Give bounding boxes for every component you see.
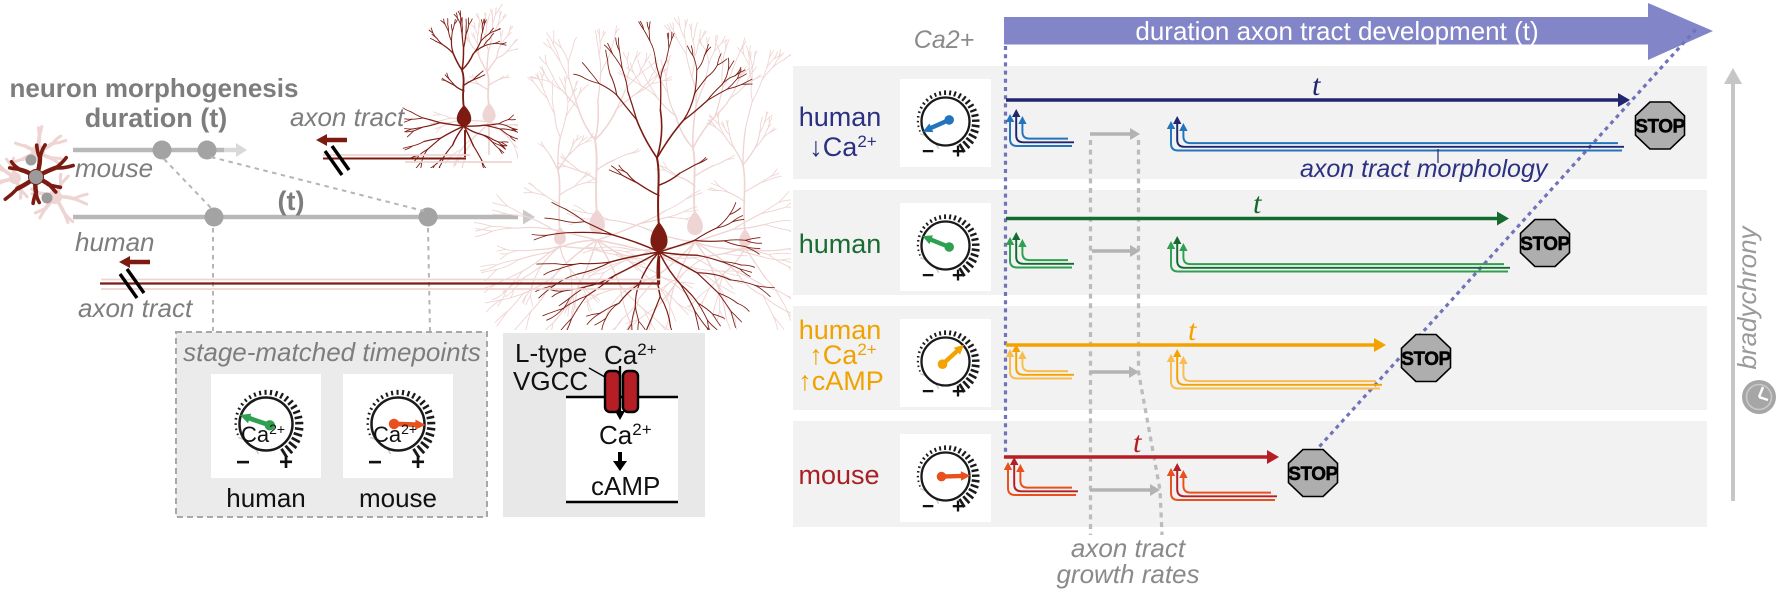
svg-text:mouse: mouse (359, 483, 437, 513)
svg-text:+: + (952, 140, 964, 163)
svg-text:human: human (799, 229, 882, 259)
svg-text:human: human (75, 227, 155, 257)
svg-text:−: − (368, 449, 382, 476)
svg-text:+: + (952, 495, 964, 518)
svg-text:+: + (279, 449, 293, 476)
svg-text:neuron morphogenesis: neuron morphogenesis (10, 73, 299, 103)
svg-text:growth rates: growth rates (1056, 559, 1199, 589)
svg-text:t: t (1253, 187, 1262, 220)
svg-text:t: t (1188, 314, 1197, 347)
svg-text:−: − (922, 380, 934, 403)
svg-text:−: − (236, 449, 250, 476)
svg-text:+: + (952, 264, 964, 287)
svg-text:cAMP: cAMP (591, 471, 660, 501)
svg-text:−: − (922, 140, 934, 163)
svg-text:−: − (922, 495, 934, 518)
svg-text:axon tract morphology: axon tract morphology (1300, 155, 1549, 183)
svg-text:human: human (799, 102, 882, 132)
svg-text:−: − (922, 264, 934, 287)
svg-text:L-type: L-type (515, 338, 587, 368)
svg-text:bradychrony: bradychrony (1732, 224, 1762, 369)
svg-text:t: t (1133, 426, 1142, 459)
svg-text:stage-matched timepoints: stage-matched timepoints (183, 337, 481, 367)
svg-text:STOP: STOP (1288, 464, 1338, 485)
svg-text:(t): (t) (278, 186, 305, 216)
svg-text:VGCC: VGCC (513, 366, 588, 396)
svg-text:STOP: STOP (1635, 117, 1685, 138)
svg-text:duration (t): duration (t) (85, 103, 227, 133)
svg-text:+: + (952, 380, 964, 403)
svg-text:STOP: STOP (1520, 234, 1570, 255)
svg-text:axon tract: axon tract (290, 102, 406, 132)
svg-text:human: human (226, 483, 306, 513)
svg-text:STOP: STOP (1401, 349, 1451, 370)
svg-text:+: + (411, 449, 425, 476)
svg-text:↑cAMP: ↑cAMP (798, 366, 884, 396)
svg-text:duration axon tract developmen: duration axon tract development (t) (1135, 16, 1538, 46)
svg-text:t: t (1312, 69, 1321, 102)
svg-text:mouse: mouse (75, 153, 153, 183)
svg-text:Ca2+: Ca2+ (914, 26, 974, 54)
svg-text:mouse: mouse (798, 460, 879, 490)
svg-text:axon tract: axon tract (78, 293, 194, 323)
